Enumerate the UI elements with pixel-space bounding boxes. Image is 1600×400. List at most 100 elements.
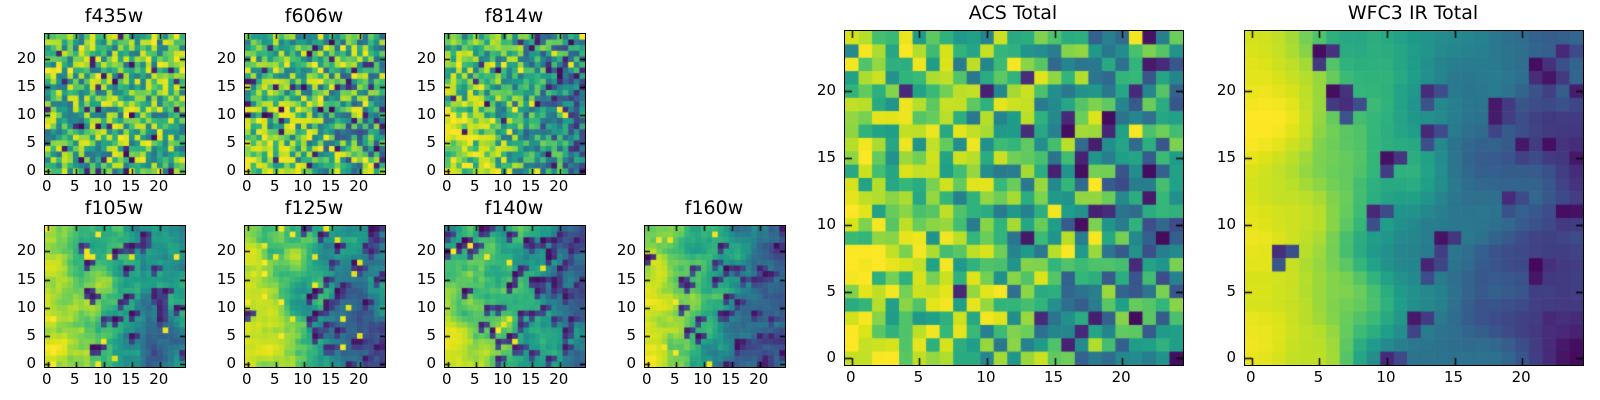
heatmap-canvas-f105w bbox=[44, 225, 186, 368]
y-tick-label: 20 bbox=[16, 241, 36, 260]
panel-title: f435w bbox=[84, 5, 144, 27]
y-tick-label: 0 bbox=[1226, 348, 1236, 367]
heatmap-panel-f606w: f606w 0 5 10 15 20 0 5 10 15 20 bbox=[217, 6, 386, 194]
y-tick-label: 15 bbox=[416, 269, 436, 288]
x-tick-label: 5 bbox=[913, 368, 924, 386]
x-tick-label: 20 bbox=[149, 177, 169, 195]
y-tick-label: 0 bbox=[26, 161, 36, 180]
x-tick-label: 20 bbox=[349, 177, 369, 195]
heatmap-canvas-f435w bbox=[44, 33, 186, 175]
y-tick-label: 10 bbox=[416, 297, 436, 316]
y-tick-label: 5 bbox=[826, 281, 836, 300]
y-tick-label: 10 bbox=[1216, 214, 1236, 233]
panel-title: f140w bbox=[484, 197, 544, 219]
panel-title: f606w bbox=[284, 5, 344, 27]
x-tick-label: 10 bbox=[93, 370, 113, 388]
y-tick-label: 20 bbox=[416, 241, 436, 260]
x-tick-label: 15 bbox=[321, 370, 341, 388]
x-tick-label: 5 bbox=[70, 177, 80, 195]
y-tick-label: 0 bbox=[426, 161, 436, 180]
y-tick-label: 10 bbox=[416, 105, 436, 124]
y-tick-label: 0 bbox=[626, 354, 636, 373]
y-tick-label: 15 bbox=[16, 269, 36, 288]
y-tick-label: 5 bbox=[426, 325, 436, 344]
x-tick-label: 5 bbox=[1313, 368, 1324, 386]
heatmap-canvas-f606w bbox=[244, 33, 386, 175]
y-tick-label: 0 bbox=[26, 354, 36, 373]
x-tick-label: 15 bbox=[121, 370, 141, 388]
y-tick-label: 15 bbox=[416, 77, 436, 96]
x-tick-label: 20 bbox=[149, 370, 169, 388]
x-tick-label: 20 bbox=[549, 370, 569, 388]
y-tick-label: 15 bbox=[16, 77, 36, 96]
y-tick-label: 20 bbox=[1216, 81, 1236, 100]
x-tick-label: 0 bbox=[42, 177, 52, 195]
y-tick-label: 20 bbox=[216, 241, 236, 260]
panel-title: f814w bbox=[484, 5, 544, 27]
x-tick-label: 0 bbox=[42, 370, 52, 388]
x-tick-label: 5 bbox=[470, 177, 480, 195]
x-tick-label: 15 bbox=[721, 370, 741, 388]
heatmap-canvas-f140w bbox=[444, 225, 586, 368]
panel-title: f160w bbox=[684, 197, 744, 219]
x-tick-label: 15 bbox=[521, 370, 541, 388]
y-tick-label: 0 bbox=[826, 348, 836, 367]
y-tick-label: 20 bbox=[216, 49, 236, 68]
y-tick-label: 5 bbox=[226, 325, 236, 344]
x-tick-label: 20 bbox=[549, 177, 569, 195]
x-tick-label: 15 bbox=[121, 177, 141, 195]
heatmap-panel-acs_total: ACS Total 0 5 10 15 20 0 5 10 15 20 bbox=[817, 3, 1184, 385]
x-tick-label: 10 bbox=[1376, 368, 1396, 386]
heatmap-panel-f814w: f814w 0 5 10 15 20 0 5 10 15 20 bbox=[417, 6, 586, 194]
y-tick-label: 5 bbox=[1226, 281, 1236, 300]
x-tick-label: 10 bbox=[93, 177, 113, 195]
x-tick-label: 15 bbox=[521, 177, 541, 195]
heatmap-canvas-f125w bbox=[244, 225, 386, 368]
y-tick-label: 0 bbox=[226, 354, 236, 373]
heatmap-canvas-f160w bbox=[644, 225, 786, 368]
heatmap-panel-f125w: f125w 0 5 10 15 20 0 5 10 15 20 bbox=[217, 198, 386, 387]
x-tick-label: 10 bbox=[293, 177, 313, 195]
y-tick-label: 15 bbox=[216, 269, 236, 288]
x-tick-label: 20 bbox=[749, 370, 769, 388]
y-tick-label: 15 bbox=[616, 269, 636, 288]
y-tick-label: 10 bbox=[16, 297, 36, 316]
heatmap-panel-f435w: f435w 0 5 10 15 20 0 5 10 15 20 bbox=[17, 6, 186, 194]
y-tick-label: 5 bbox=[426, 133, 436, 152]
x-tick-label: 10 bbox=[493, 370, 513, 388]
panel-title: f105w bbox=[84, 197, 144, 219]
heatmap-panel-f105w: f105w 0 5 10 15 20 0 5 10 15 20 bbox=[17, 198, 186, 387]
y-tick-label: 5 bbox=[26, 325, 36, 344]
y-tick-label: 15 bbox=[816, 147, 836, 166]
y-tick-label: 20 bbox=[416, 49, 436, 68]
y-tick-label: 0 bbox=[226, 161, 236, 180]
y-tick-label: 5 bbox=[626, 325, 636, 344]
y-tick-label: 15 bbox=[1216, 147, 1236, 166]
x-tick-label: 15 bbox=[1044, 368, 1064, 386]
x-tick-label: 5 bbox=[70, 370, 80, 388]
y-tick-label: 0 bbox=[426, 354, 436, 373]
y-tick-label: 10 bbox=[816, 214, 836, 233]
x-tick-label: 0 bbox=[442, 177, 452, 195]
heatmap-canvas-acs_total bbox=[844, 30, 1184, 366]
heatmap-canvas-wfc3_ir_total bbox=[1244, 30, 1584, 366]
x-tick-label: 0 bbox=[642, 370, 652, 388]
x-tick-label: 0 bbox=[242, 370, 252, 388]
heatmap-panel-f140w: f140w 0 5 10 15 20 0 5 10 15 20 bbox=[417, 198, 586, 387]
y-tick-label: 20 bbox=[16, 49, 36, 68]
x-tick-label: 0 bbox=[845, 368, 856, 386]
y-tick-label: 5 bbox=[226, 133, 236, 152]
x-tick-label: 5 bbox=[670, 370, 680, 388]
x-tick-label: 15 bbox=[321, 177, 341, 195]
x-tick-label: 20 bbox=[1511, 368, 1531, 386]
y-tick-label: 20 bbox=[616, 241, 636, 260]
y-tick-label: 10 bbox=[616, 297, 636, 316]
y-tick-label: 10 bbox=[216, 105, 236, 124]
panel-title: WFC3 IR Total bbox=[1347, 2, 1479, 24]
heatmap-canvas-f814w bbox=[444, 33, 586, 175]
x-tick-label: 5 bbox=[470, 370, 480, 388]
x-tick-label: 0 bbox=[242, 177, 252, 195]
x-tick-label: 10 bbox=[976, 368, 996, 386]
x-tick-label: 0 bbox=[442, 370, 452, 388]
